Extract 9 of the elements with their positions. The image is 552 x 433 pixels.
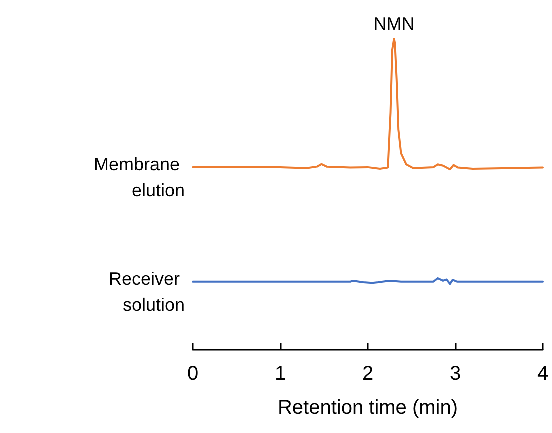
- x-tick-label: 1: [274, 363, 286, 385]
- annotation: NMN: [374, 14, 415, 34]
- x-tick-label: 3: [450, 363, 462, 385]
- x-tick-label: 4: [537, 363, 549, 385]
- x-axis-title: Retention time (min): [278, 397, 458, 419]
- x-tick-label: 0: [187, 363, 199, 385]
- x-tick-label: 2: [362, 363, 374, 385]
- series-label: Receiver solution: [108, 268, 185, 315]
- series-label: Membrane elution: [94, 154, 185, 200]
